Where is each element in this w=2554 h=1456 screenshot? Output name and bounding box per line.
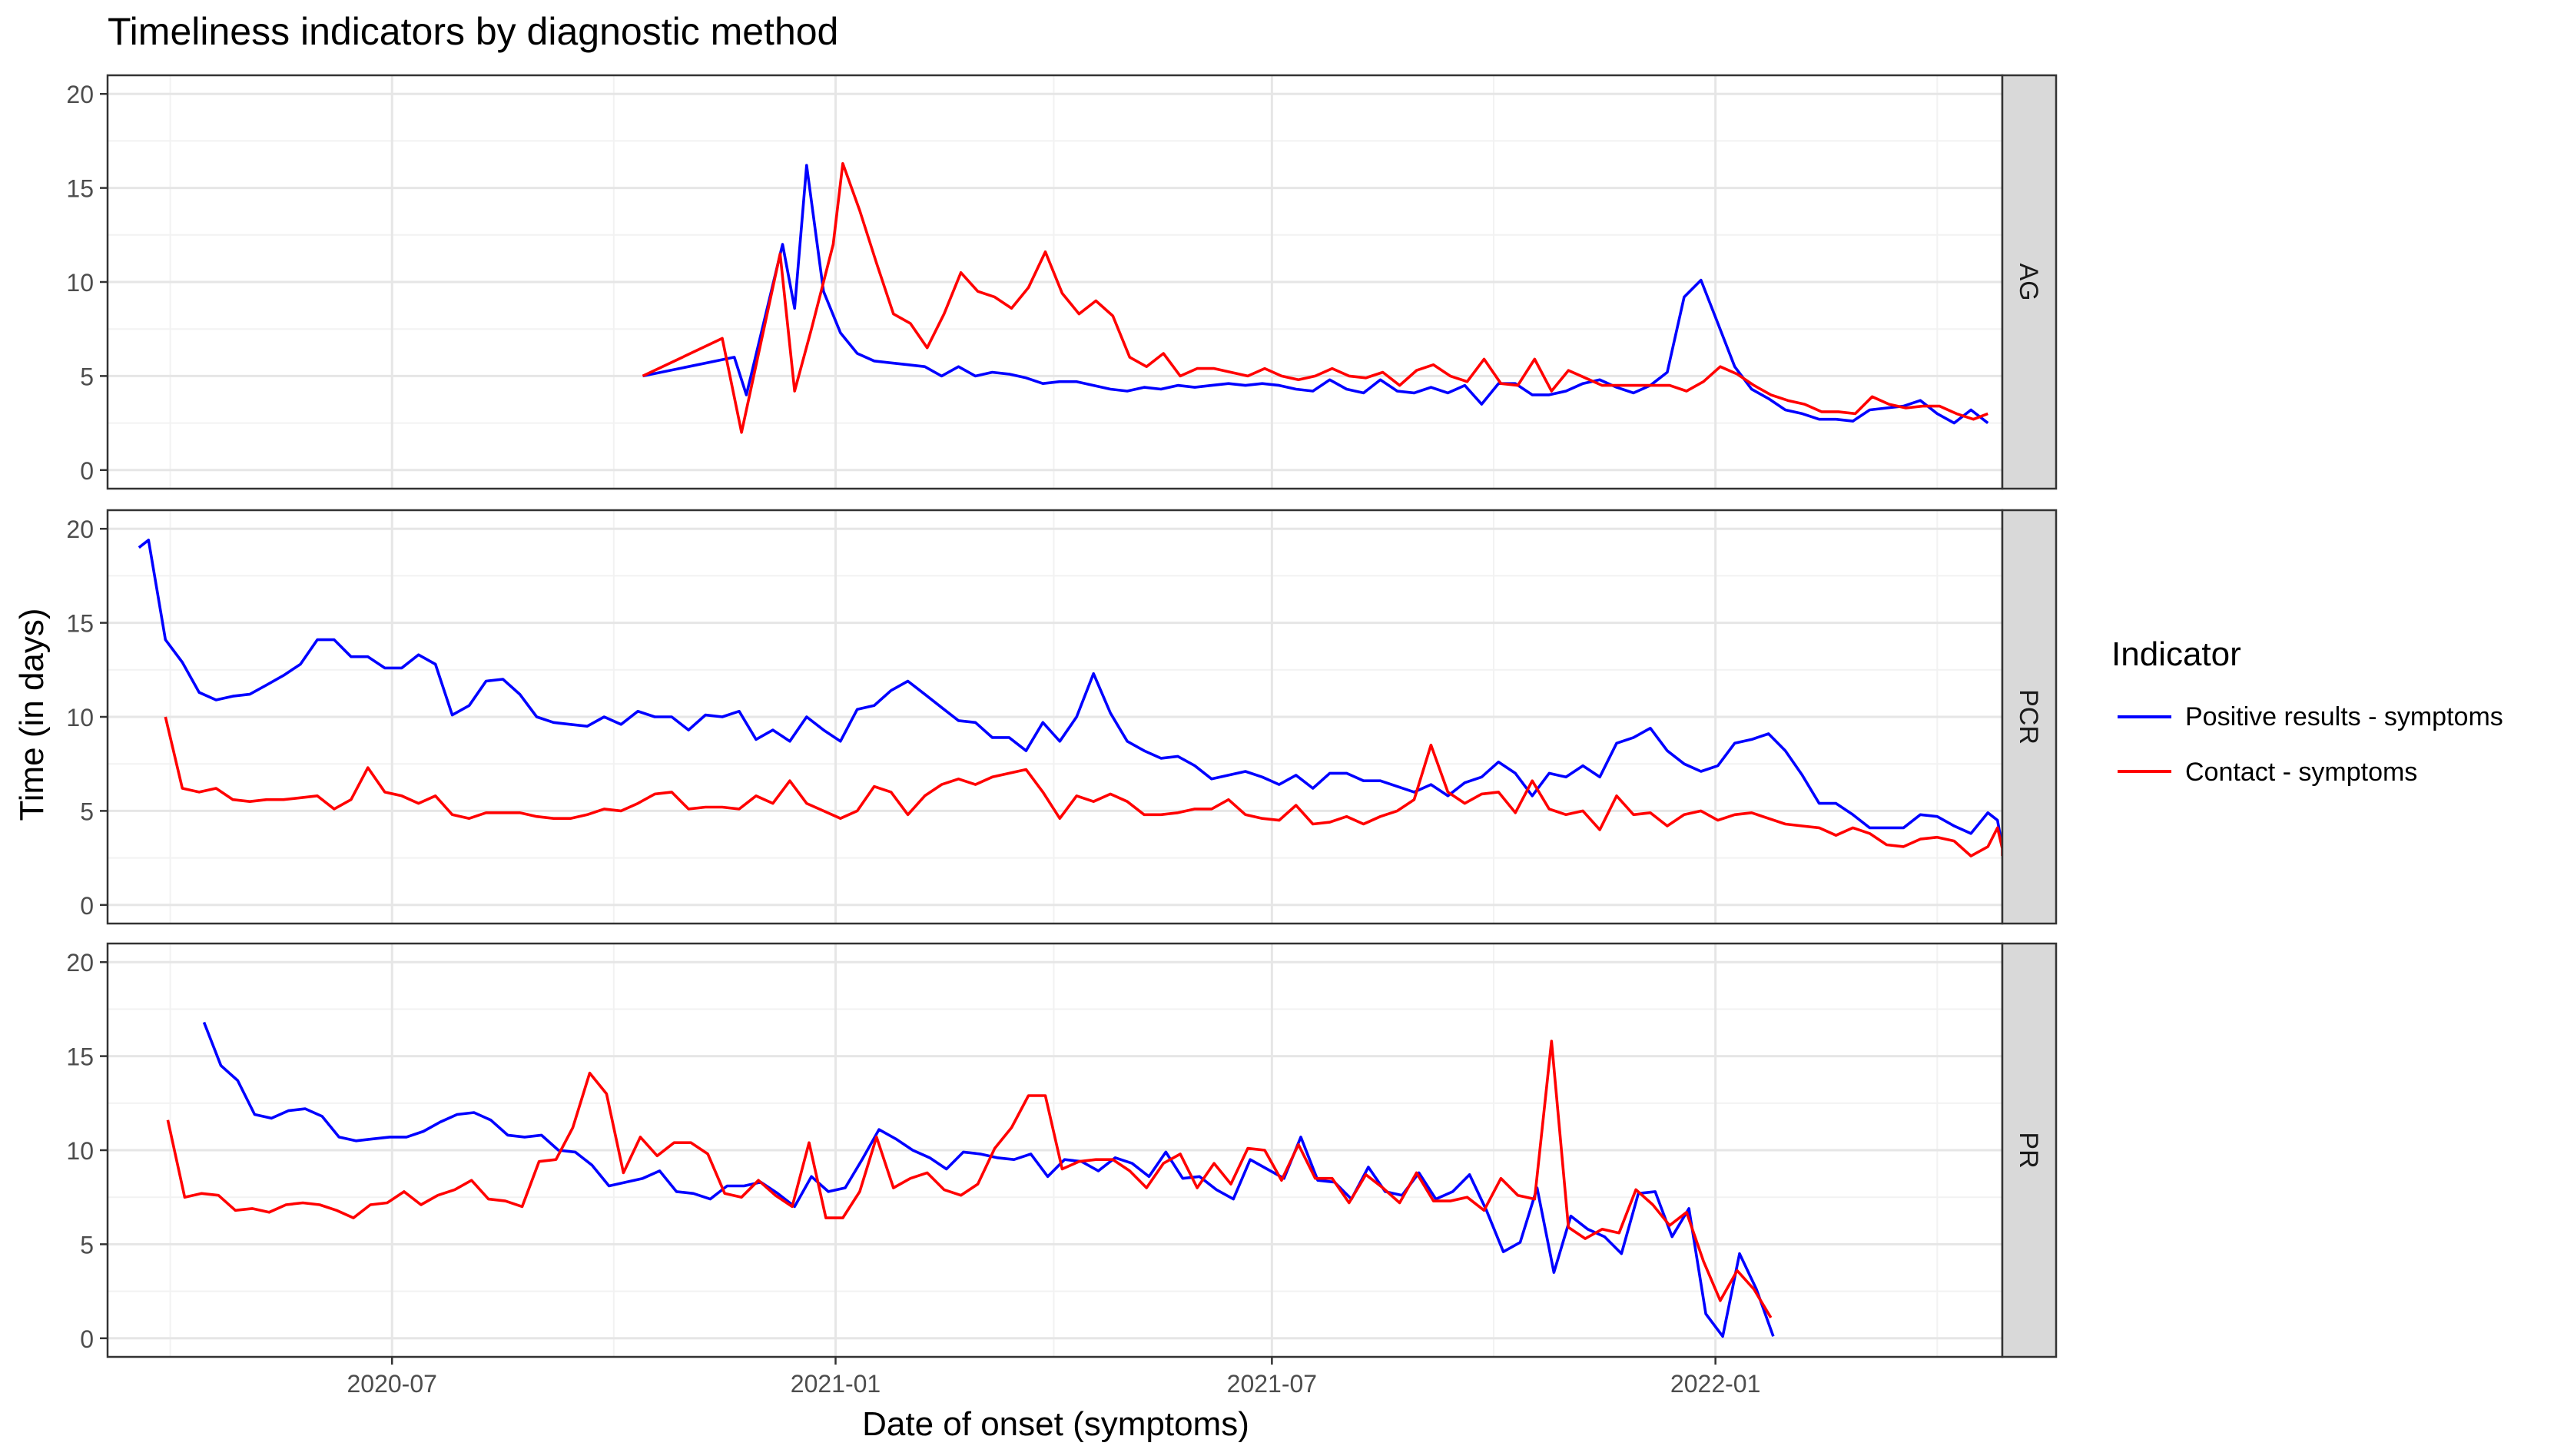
series-line-positive-results (642, 164, 1989, 425)
chart-panels: AG 0 5 10 15 20 PCR 0 5 10 15 20 PR 0 5 10 15 20 2020-07 20… (66, 74, 2058, 1398)
legend-label-positive-results: Positive results - symptoms (2185, 702, 2503, 731)
y-tick-label: 0 (80, 1325, 94, 1353)
y-tick-label: 5 (80, 363, 94, 390)
y-tick-label: 10 (66, 269, 94, 297)
y-axis-title: Time (in days) (13, 608, 51, 821)
x-tick-label: 2021-07 (1227, 1370, 1317, 1398)
legend-label-contact: Contact - symptoms (2185, 758, 2417, 787)
y-tick-label: 0 (80, 457, 94, 485)
legend-title: Indicator (2111, 635, 2241, 673)
x-tick-label: 2022-01 (1670, 1370, 1760, 1398)
y-tick-label: 10 (66, 704, 94, 731)
x-tick-label: 2020-07 (347, 1370, 436, 1398)
facet-label-ag: AG (2014, 263, 2043, 300)
series-line-contact (164, 716, 2004, 857)
y-tick-label: 20 (66, 949, 94, 977)
y-tick-label: 15 (66, 610, 94, 638)
chart-title: Timeliness indicators by diagnostic meth… (108, 10, 838, 53)
panel-pcr: PCR 0 5 10 15 20 (66, 509, 2058, 925)
y-tick-label: 15 (66, 175, 94, 203)
series-line-positive-results (202, 1021, 1775, 1338)
y-tick-label: 15 (66, 1043, 94, 1071)
facet-label-pr: PR (2014, 1132, 2043, 1168)
facet-strip (2001, 74, 2058, 490)
x-axis-title: Date of onset (symptoms) (862, 1405, 1249, 1443)
y-tick-label: 5 (80, 1231, 94, 1259)
y-tick-label: 10 (66, 1137, 94, 1165)
series-line-positive-results (138, 539, 2004, 847)
x-tick-label: 2021-01 (791, 1370, 881, 1398)
series-line-contact (166, 1040, 1773, 1318)
facet-strip (2001, 509, 2058, 925)
y-tick-label: 0 (80, 892, 94, 920)
facet-strip (2001, 942, 2058, 1358)
y-tick-label: 5 (80, 798, 94, 825)
y-tick-label: 20 (66, 516, 94, 543)
facet-label-pcr: PCR (2014, 689, 2043, 745)
y-tick-label: 20 (66, 81, 94, 108)
panel-pr: PR 0 5 10 15 20 (66, 942, 2058, 1358)
panel-ag: AG 0 5 10 15 20 (66, 74, 2058, 490)
legend: Indicator Positive results - symptoms Co… (2111, 635, 2503, 787)
series-line-contact (642, 162, 1988, 434)
